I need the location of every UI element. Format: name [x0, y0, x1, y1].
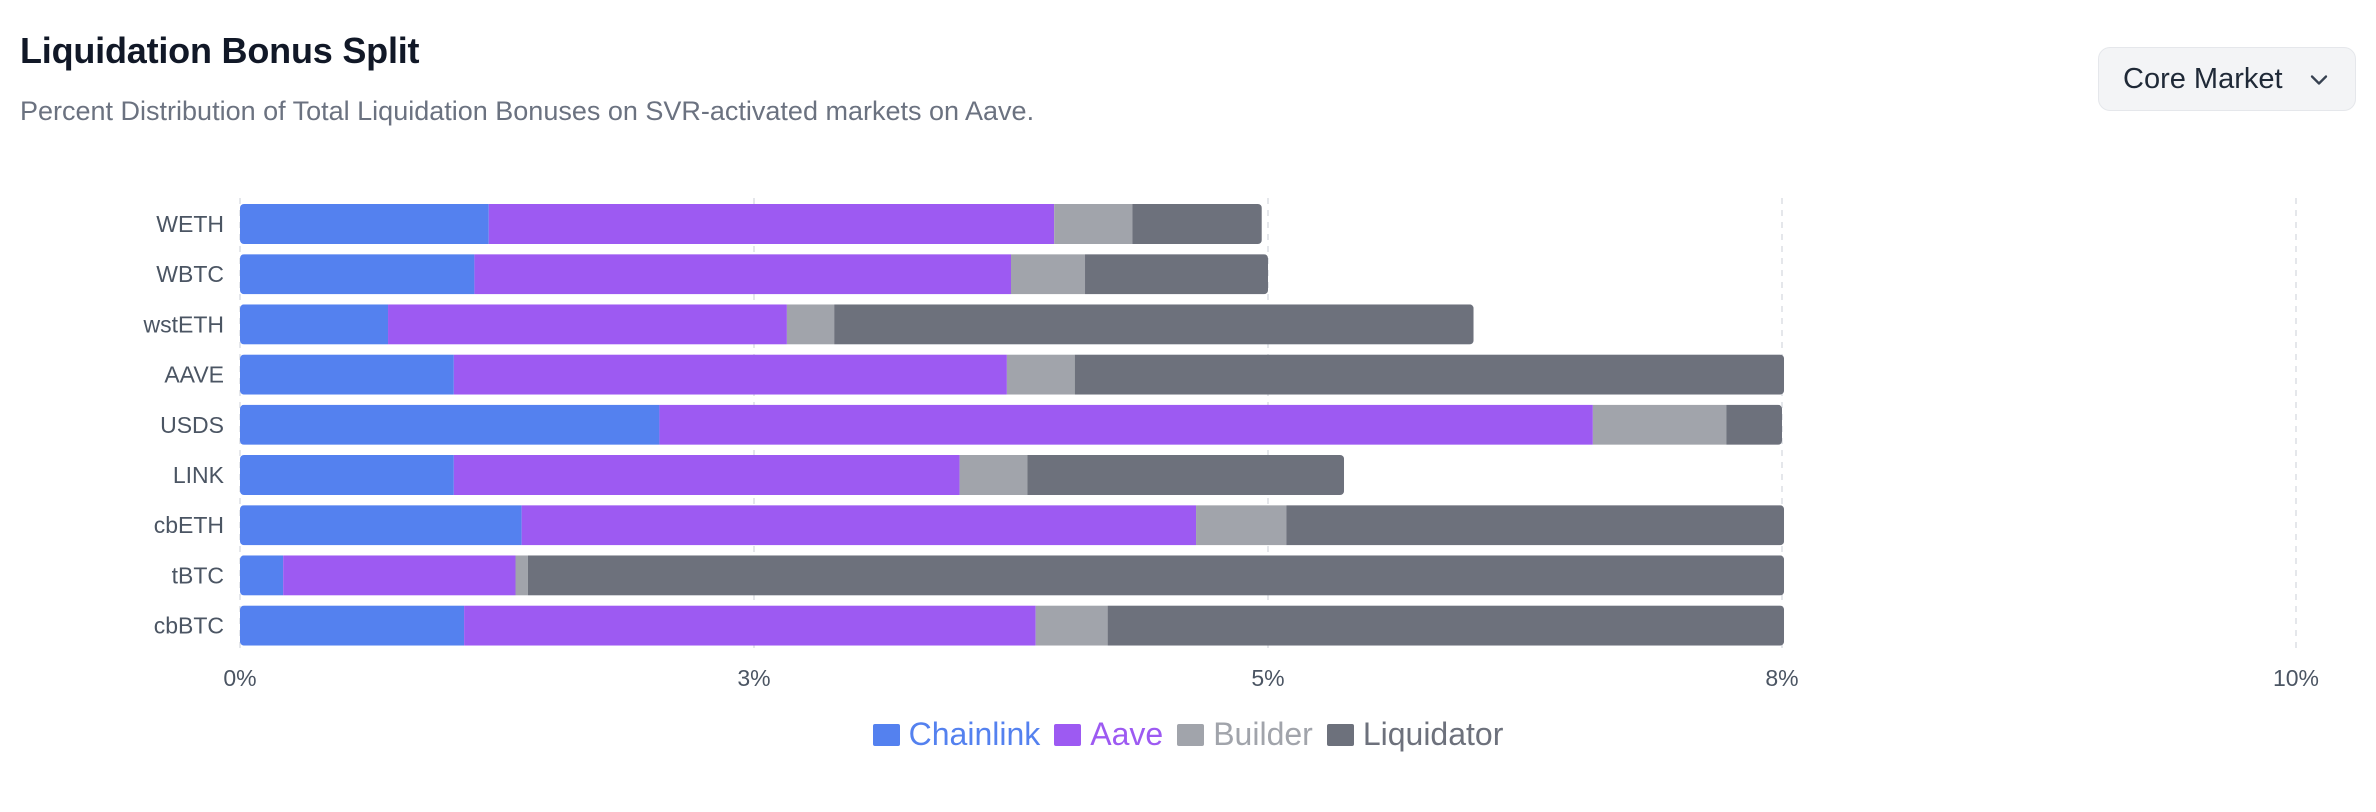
- bar-segment-aave: [388, 304, 787, 345]
- y-tick-label: wstETH: [143, 311, 225, 337]
- bar-segment-builder: [1196, 505, 1287, 546]
- bar-segment-builder: [1035, 605, 1108, 646]
- market-selector-label: Core Market: [2123, 62, 2283, 95]
- bar-group-aave: [240, 354, 1785, 395]
- legend-label: Builder: [1213, 716, 1313, 752]
- x-tick-label: 8%: [1765, 665, 1798, 691]
- bar-segment-builder: [1054, 204, 1133, 244]
- legend-label: Aave: [1090, 716, 1164, 752]
- bar-segment-chainlink: [240, 254, 475, 295]
- bar-segment-liquidator: [1726, 404, 1782, 445]
- x-tick-label: 5%: [1251, 665, 1284, 691]
- bar-group-cbeth: [240, 505, 1785, 546]
- legend-label: Liquidator: [1362, 716, 1504, 752]
- bar-segment-chainlink: [240, 505, 522, 546]
- bar-group-wsteth: [240, 304, 1474, 345]
- bar-segment-liquidator: [1074, 354, 1785, 395]
- legend-swatch: [872, 723, 900, 746]
- x-tick-label: 10%: [2273, 665, 2319, 691]
- bar-group-weth: [240, 204, 1262, 244]
- bar-segment-chainlink: [240, 204, 489, 244]
- bar-segment-builder: [1592, 404, 1727, 445]
- bar-segment-liquidator: [1107, 605, 1785, 646]
- market-selector-dropdown[interactable]: Core Market: [2098, 47, 2356, 111]
- y-tick-label: WETH: [156, 211, 224, 237]
- bar-segment-builder: [1011, 254, 1086, 295]
- bar-segment-liquidator: [527, 555, 1785, 596]
- legend-swatch: [1177, 723, 1205, 746]
- bar-group-cbbtc: [240, 605, 1785, 646]
- bar-segment-liquidator: [1027, 455, 1345, 495]
- y-tick-label: tBTC: [172, 562, 224, 588]
- y-tick-label: cbETH: [154, 512, 224, 538]
- bar-segment-chainlink: [240, 555, 284, 596]
- stacked-bar-chart: 0% 3% 5% 8% 10% WETH WBTC wstETH AAVE USDS LINK cbE…: [143, 198, 2319, 691]
- legend-item-liquidator[interactable]: Liquidator: [1326, 716, 1504, 753]
- bar-segment-aave: [464, 605, 1036, 646]
- bar-segment-liquidator: [1132, 204, 1262, 244]
- y-tick-label: LINK: [173, 462, 225, 488]
- chart-title: Liquidation Bonus Split: [20, 30, 420, 71]
- chart-subtitle: Percent Distribution of Total Liquidatio…: [20, 96, 1035, 126]
- bar-segment-builder: [786, 304, 835, 345]
- bar-segment-builder: [515, 555, 528, 596]
- x-tick-label: 0%: [223, 665, 256, 691]
- bar-segment-aave: [521, 505, 1197, 546]
- bar-segment-liquidator: [1286, 505, 1785, 546]
- bar-segment-aave: [453, 354, 1007, 395]
- bar-segment-liquidator: [1085, 254, 1268, 295]
- bar-segment-chainlink: [240, 304, 389, 345]
- bar-segment-aave: [659, 404, 1593, 445]
- bar-group-tbtc: [240, 555, 1785, 596]
- legend-item-builder[interactable]: Builder: [1177, 716, 1313, 753]
- bar-group-usds: [240, 404, 1782, 445]
- y-tick-label: cbBTC: [154, 613, 224, 639]
- bar-segment-chainlink: [240, 404, 660, 445]
- x-tick-label: 3%: [737, 665, 770, 691]
- legend-swatch: [1326, 723, 1354, 746]
- y-tick-label: AAVE: [164, 362, 224, 388]
- bar-segment-builder: [1006, 354, 1075, 395]
- legend-item-aave[interactable]: Aave: [1054, 716, 1163, 753]
- y-tick-label: USDS: [160, 412, 224, 438]
- bar-segment-chainlink: [240, 354, 454, 395]
- bar-segment-liquidator: [834, 304, 1474, 345]
- bar-segment-aave: [283, 555, 516, 596]
- legend-item-chainlink[interactable]: Chainlink: [872, 716, 1041, 753]
- bar-segment-chainlink: [240, 455, 454, 495]
- bar-group-wbtc: [240, 254, 1268, 295]
- bar-segment-aave: [474, 254, 1011, 295]
- legend-swatch: [1054, 723, 1082, 746]
- bar-group-link: [240, 455, 1345, 495]
- bar-segment-builder: [959, 455, 1028, 495]
- y-tick-label: WBTC: [156, 261, 224, 287]
- bar-segment-chainlink: [240, 605, 465, 646]
- chevron-down-icon: [2310, 75, 2328, 85]
- bar-segment-aave: [453, 455, 960, 495]
- chart-legend: Chainlink Aave Builder Liquidator: [0, 716, 2376, 753]
- bar-segment-aave: [488, 204, 1055, 244]
- legend-label: Chainlink: [908, 716, 1041, 752]
